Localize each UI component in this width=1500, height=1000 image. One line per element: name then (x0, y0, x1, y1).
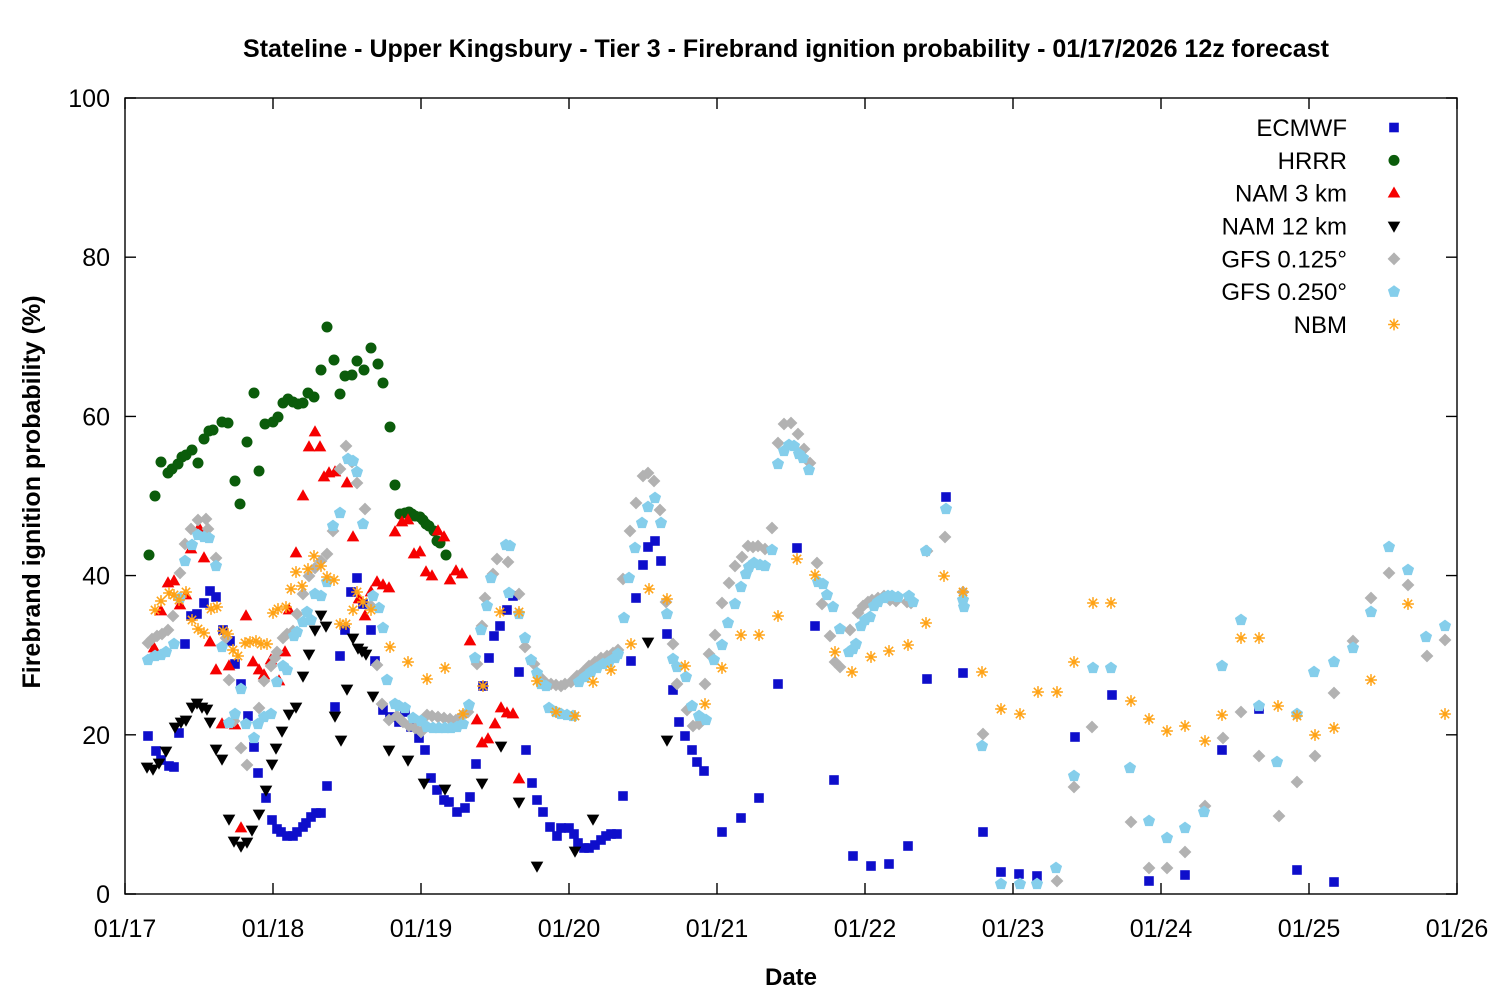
svg-text:Date: Date (765, 964, 817, 991)
svg-text:01/19: 01/19 (390, 915, 453, 943)
svg-text:100: 100 (68, 85, 110, 113)
svg-text:01/17: 01/17 (94, 915, 157, 943)
svg-text:01/18: 01/18 (242, 915, 305, 943)
svg-text:20: 20 (82, 722, 110, 750)
svg-text:NBM: NBM (1294, 312, 1347, 339)
svg-text:ECMWF: ECMWF (1256, 115, 1347, 142)
svg-text:GFS 0.250°: GFS 0.250° (1221, 279, 1347, 306)
svg-text:80: 80 (82, 244, 110, 272)
svg-text:01/25: 01/25 (1278, 915, 1341, 943)
svg-text:NAM 12 km: NAM 12 km (1222, 213, 1347, 240)
svg-text:NAM 3 km: NAM 3 km (1235, 181, 1347, 208)
svg-text:0: 0 (96, 881, 110, 909)
svg-text:GFS 0.125°: GFS 0.125° (1221, 246, 1347, 273)
svg-text:01/24: 01/24 (1130, 915, 1193, 943)
svg-text:01/23: 01/23 (982, 915, 1045, 943)
svg-text:01/22: 01/22 (834, 915, 897, 943)
svg-text:Stateline - Upper Kingsbury -: Stateline - Upper Kingsbury - Tier 3 - F… (243, 35, 1330, 63)
svg-text:Firebrand ignition probability: Firebrand ignition probability (%) (18, 295, 46, 688)
svg-text:01/26: 01/26 (1426, 915, 1489, 943)
svg-text:60: 60 (82, 403, 110, 431)
svg-text:01/21: 01/21 (686, 915, 749, 943)
svg-text:01/20: 01/20 (538, 915, 601, 943)
svg-text:HRRR: HRRR (1278, 148, 1347, 175)
svg-text:40: 40 (82, 563, 110, 591)
